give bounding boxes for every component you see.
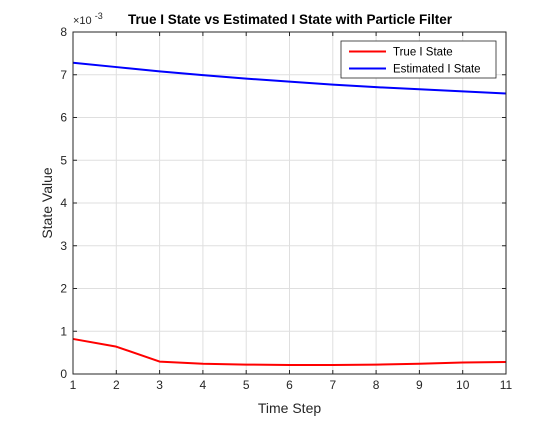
x-tick-label: 3 <box>156 378 163 392</box>
x-tick-label: 5 <box>243 378 250 392</box>
series-line-estimated-i-state <box>72 61 507 95</box>
x-tick-label: 9 <box>416 378 423 392</box>
x-tick-label: 4 <box>200 378 207 392</box>
y-tick-label: 1 <box>60 324 67 338</box>
y-axis-exponent-power: -3 <box>95 11 103 21</box>
x-tick-label: 7 <box>329 378 336 392</box>
legend: True I State Estimated I State <box>340 40 497 79</box>
y-tick-label: 4 <box>60 196 67 210</box>
y-tick-label: 6 <box>60 111 67 125</box>
y-axis-exponent-base: ×10 <box>73 15 92 27</box>
chart-title: True I State vs Estimated I State with P… <box>128 12 453 27</box>
x-tick-label: 10 <box>456 378 470 392</box>
y-tick-label: 5 <box>60 153 67 167</box>
series-line-true-i-state <box>72 337 507 367</box>
series-layer <box>72 61 507 367</box>
y-axis-label: State Value <box>39 167 55 239</box>
y-tick-label: 7 <box>60 68 67 82</box>
x-tick-label: 8 <box>373 378 380 392</box>
y-axis-exponent: ×10 -3 <box>73 11 103 27</box>
legend-label-true-i-state: True I State <box>393 47 453 59</box>
x-axis-label: Time Step <box>258 400 321 416</box>
x-tick-label: 11 <box>500 378 513 392</box>
y-tick-label: 8 <box>60 25 67 39</box>
x-tick-label: 1 <box>70 378 77 392</box>
x-tick-label: 6 <box>286 378 293 392</box>
y-tick-label: 2 <box>60 282 67 296</box>
legend-box <box>340 40 497 79</box>
y-tick-label: 0 <box>60 367 67 381</box>
y-tick-label: 3 <box>60 239 67 253</box>
legend-label-estimated-i-state: Estimated I State <box>393 64 481 76</box>
x-tick-label: 2 <box>113 378 120 392</box>
